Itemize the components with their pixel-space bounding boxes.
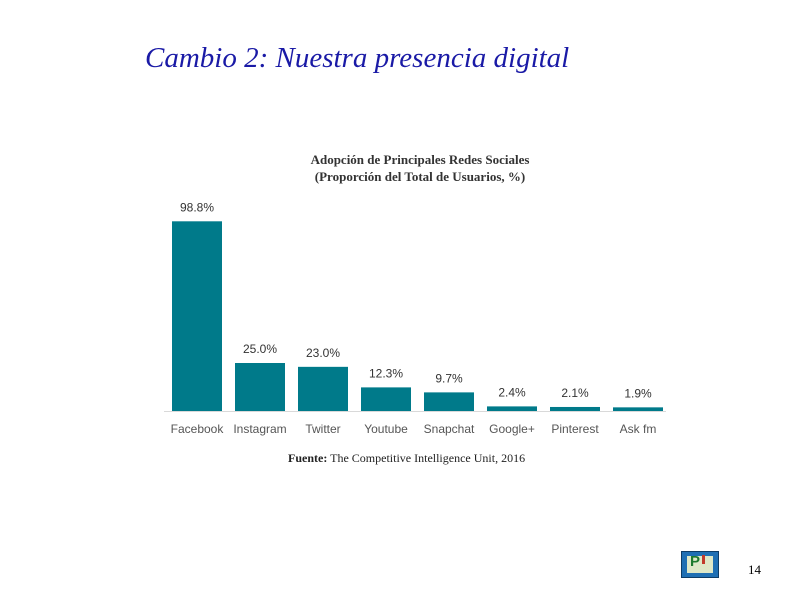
data-label: 25.0%: [243, 342, 277, 356]
bar-twitter: [298, 366, 348, 411]
data-label: 1.9%: [624, 386, 652, 400]
chart-source: Fuente: The Competitive Intelligence Uni…: [288, 451, 525, 466]
bar-ask-fm: [613, 407, 663, 411]
chart-subtitle: (Proporción del Total de Usuarios, %): [314, 169, 526, 184]
data-label: 98.8%: [180, 200, 214, 214]
x-tick-label: Ask fm: [620, 422, 657, 436]
x-tick-label: Instagram: [233, 422, 286, 436]
chart-title: Adopción de Principales Redes Sociales: [310, 152, 530, 167]
data-label: 12.3%: [369, 366, 403, 380]
x-tick-label: Google+: [489, 422, 535, 436]
x-tick-label: Pinterest: [551, 422, 599, 436]
data-label: 23.0%: [306, 346, 340, 360]
pi-logo-icon: P: [681, 551, 719, 578]
bar-chart-svg: 98.8% Facebook 25.0% Instagram 23.0% Twitter 1…: [164, 200, 666, 436]
x-tick-label: Facebook: [171, 422, 225, 436]
data-label: 9.7%: [435, 371, 463, 385]
page-number: 14: [748, 562, 761, 577]
data-label: 2.4%: [498, 385, 526, 399]
bar-youtube: [361, 387, 411, 411]
chart-source-text: The Competitive Intelligence Unit, 2016: [330, 451, 526, 465]
x-tick-label: Snapchat: [424, 422, 475, 436]
chart-source-label: Fuente:: [288, 451, 328, 465]
chart: Adopción de Principales Redes Sociales (…: [160, 140, 680, 480]
bar-pinterest: [550, 406, 600, 411]
x-tick-label: Twitter: [305, 422, 340, 436]
bar-snapchat: [424, 392, 474, 411]
bar-facebook: [172, 221, 222, 411]
x-tick-label: Youtube: [364, 422, 408, 436]
bar-instagram: [235, 363, 285, 411]
bar-google-: [487, 406, 537, 411]
data-label: 2.1%: [561, 386, 589, 400]
slide-title: Cambio 2: Nuestra presencia digital: [145, 42, 570, 74]
